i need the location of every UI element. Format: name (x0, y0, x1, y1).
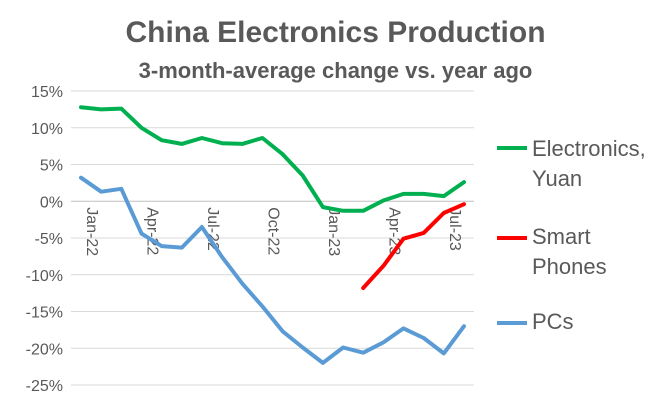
legend-label-smart-phones: Smart Phones (532, 224, 607, 279)
legend-swatch-electronics (497, 146, 527, 150)
y-tick-label: 0% (40, 194, 63, 211)
y-tick-label: 10% (31, 121, 63, 138)
series-line-pcs (79, 175, 466, 365)
y-tick-label: -25% (26, 378, 63, 395)
x-tick-label: Jul-22 (204, 207, 221, 251)
y-tick-label: -15% (26, 305, 63, 322)
y-tick-label: 5% (40, 158, 63, 175)
y-tick-label: -20% (26, 341, 63, 358)
legend-label-pcs: PCs (532, 309, 574, 334)
y-tick-label: -5% (35, 231, 63, 248)
x-tick-label: Jul-23 (446, 207, 463, 251)
legend-swatch-pcs (497, 321, 527, 325)
series-line-smart-phones (361, 202, 466, 290)
legend-label-electronics: Electronics, Yuan (532, 136, 646, 191)
y-tick-label: 15% (31, 84, 63, 101)
chart-title: China Electronics Production (125, 16, 546, 49)
x-tick-label: Apr-22 (143, 207, 160, 255)
y-tick-label: -10% (26, 268, 63, 285)
x-tick-label: Jan-23 (325, 207, 342, 256)
x-tick-label: Oct-22 (264, 207, 281, 255)
x-tick-label: Apr-23 (385, 207, 402, 255)
legend-swatch-smart-phones (497, 236, 527, 240)
chart-subtitle: 3-month-average change vs. year ago (138, 58, 533, 83)
x-tick-label: Jan-22 (83, 207, 100, 256)
series-line-electronics-yuan (79, 105, 466, 213)
